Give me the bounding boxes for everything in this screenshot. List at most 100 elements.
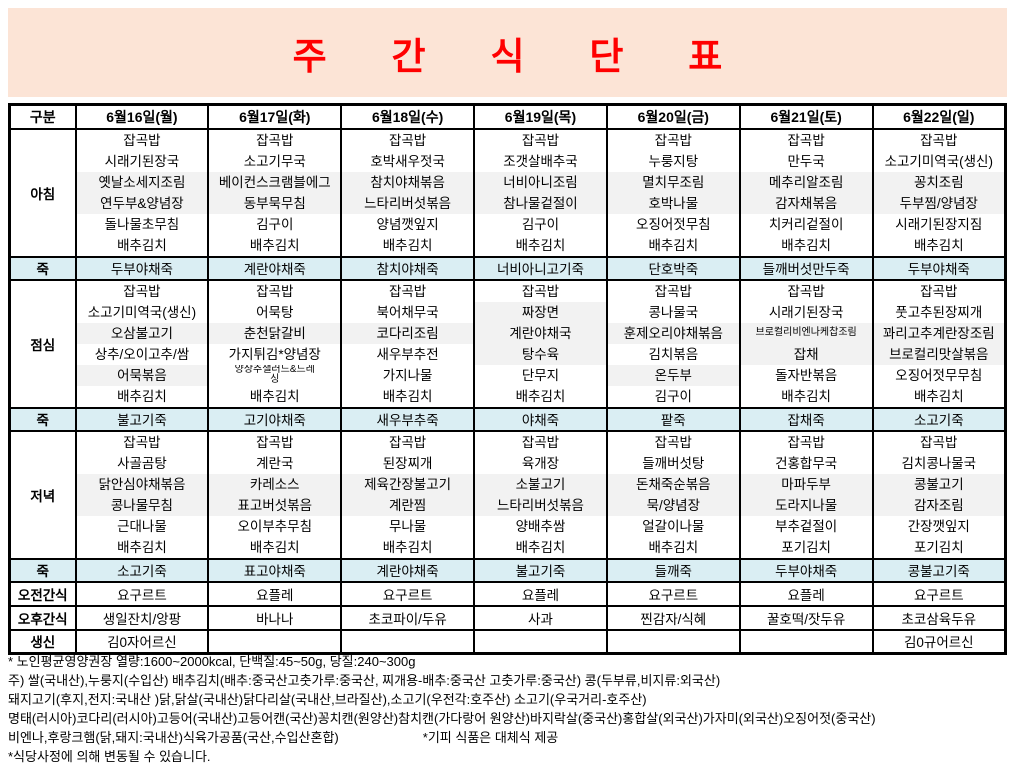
- menu-item: 단무지: [521, 367, 560, 383]
- birthday-cell-day1: 김0자어르신: [74, 628, 210, 655]
- menu-item: 계란야채국: [476, 322, 605, 344]
- porridge-evening-cell-day4: 불고기죽: [473, 557, 608, 583]
- menu-item: 잡곡밥: [123, 132, 161, 148]
- porridge-evening-cell-day2: 표고야채죽: [207, 557, 343, 583]
- afternoon-snack-cell-day1: 생일잔치/앙팡: [74, 604, 210, 631]
- menu-item: 연두부&양념장: [77, 192, 207, 214]
- morning-snack-cell-day1: 요구르트: [74, 580, 210, 607]
- porridge-noon-cell-day1: 불고기죽: [74, 406, 210, 432]
- menu-item: 베이컨스크램블에그: [210, 171, 340, 193]
- menu-item: 잡곡밥: [123, 434, 161, 450]
- menu-item: 참치야채볶음: [343, 171, 473, 193]
- row-label-lunch: 점심: [8, 278, 77, 409]
- dinner-cell-day3: 잡곡밥 된장찌개 제육간장불고기 계란찜 무나물 배추김치: [340, 429, 476, 560]
- menu-item: 잡곡밥: [521, 132, 560, 148]
- menu-item: 짜장면: [476, 301, 605, 323]
- menu-item: 오징어젓무침: [636, 216, 711, 232]
- day-header-2: 6월17일(화): [207, 103, 343, 130]
- menu-item: 참나물겉절이: [476, 192, 605, 214]
- porridge-morning-cell-day3: 참치야채죽: [340, 255, 476, 281]
- menu-item: 들깨버섯탕: [642, 455, 705, 471]
- row-dinner: 저녁 잡곡밥 사골곰탕 닭안심야채볶음 콩나물무침 근대나물 배추김치 잡곡밥 계란국 카레소스 표…: [8, 429, 1007, 560]
- menu-item: 가지나물: [382, 367, 433, 383]
- menu-item: 배추김치: [913, 237, 964, 253]
- menu-item: 김구이: [256, 216, 294, 232]
- menu-item: 치커리겉절이: [768, 216, 844, 232]
- porridge-evening-cell-day1: 소고기죽: [74, 557, 210, 583]
- row-label-breakfast: 아침: [8, 127, 77, 258]
- menu-item: 잡곡밥: [787, 132, 825, 148]
- footnote-line-5: 비엔나,후랑크햄(닭,돼지:국내산)식육가공품(국산,수입산혼합) *기피 식품은…: [8, 728, 1007, 747]
- menu-item: 된장찌개: [382, 455, 433, 471]
- afternoon-snack-cell-day3: 초코파이/두유: [340, 604, 476, 631]
- menu-item: 근대나물: [117, 518, 167, 534]
- menu-item: 만두국: [787, 153, 825, 169]
- menu-item: 감자조림: [874, 494, 1004, 516]
- menu-item: 잡곡밥: [654, 283, 692, 299]
- porridge-evening-cell-day5: 들깨죽: [605, 557, 741, 583]
- breakfast-cell-day2: 잡곡밥 소고기무국 베이컨스크램블에그 동부묵무침 김구이 배추김치: [207, 127, 343, 258]
- row-label-porridge-evening: 죽: [8, 557, 77, 583]
- menu-item: 육개장: [521, 455, 560, 471]
- menu-item: 잡곡밥: [388, 434, 427, 450]
- page-title: 주 간 식 단 표: [292, 33, 749, 78]
- morning-snack-cell-day5: 요구르트: [605, 580, 741, 607]
- menu-item: 닭안심야채볶음: [77, 473, 207, 495]
- day-header-5: 6월20일(금): [605, 103, 741, 130]
- menu-item: 호박새우젓국: [370, 153, 445, 169]
- menu-item: 누룽지탕: [648, 153, 699, 169]
- menu-item: 사골곰탕: [117, 455, 167, 471]
- menu-item: 코다리조림: [343, 322, 473, 344]
- lunch-cell-day7: 잡곡밥 풋고추된장찌개 꽈리고추계란장조림 브로컬리맛살볶음 오징어젓무무침 배추김치: [871, 278, 1007, 409]
- morning-snack-cell-day7: 요구르트: [871, 580, 1007, 607]
- porridge-noon-cell-day6: 잡채죽: [738, 406, 874, 432]
- menu-item: 가지튀김*양념장: [228, 346, 321, 362]
- menu-item: 배추김치: [515, 539, 566, 555]
- footnote-right-text: *기피 식품은 대체식 제공: [422, 730, 559, 745]
- porridge-evening-cell-day7: 콩불고기죽: [871, 557, 1007, 583]
- day-header-3: 6월18일(수): [340, 103, 476, 130]
- menu-item: 배추김치: [515, 388, 566, 404]
- lunch-cell-day6: 잡곡밥 시래기된장국 브로컬리비엔나케찹조림 잡채 돌자반볶음 배추김치: [738, 278, 874, 409]
- menu-item: 어묵볶음: [77, 364, 207, 386]
- morning-snack-cell-day2: 요플레: [207, 580, 343, 607]
- menu-item: 돈채죽순볶음: [608, 473, 738, 495]
- menu-item: 도라지나물: [741, 494, 871, 516]
- menu-item: 배추김치: [382, 237, 433, 253]
- menu-item: 느타리버섯볶음: [476, 494, 605, 516]
- menu-item: 동부묵무침: [210, 192, 340, 214]
- menu-item: 김구이: [521, 216, 560, 232]
- porridge-noon-cell-day4: 야채죽: [473, 406, 608, 432]
- menu-item: 계란찜: [343, 494, 473, 516]
- menu-item: 소불고기: [476, 473, 605, 495]
- menu-item: 제육간장불고기: [343, 473, 473, 495]
- footnote-line-2: 주) 쌀(국내산),누룽지(수입산) 배추김치(배추:중국산고춧가루:중국산, …: [8, 671, 1007, 690]
- menu-item: 풋고추된장찌개: [895, 304, 983, 320]
- menu-item: 잡곡밥: [787, 434, 825, 450]
- dinner-cell-day5: 잡곡밥 들깨버섯탕 돈채죽순볶음 묵/양념장 얼갈이나물 배추김치: [605, 429, 741, 560]
- porridge-noon-cell-day2: 고기야채죽: [207, 406, 343, 432]
- menu-item: 간장깻잎지: [907, 518, 970, 534]
- menu-item: 돌자반볶음: [775, 367, 838, 383]
- menu-item: 배추김치: [781, 237, 831, 253]
- footnote-text: * 노인평균영양권장 열량:1600~2000kcal, 단백질:45~50g,…: [8, 654, 416, 669]
- porridge-morning-cell-day4: 너비아니고기죽: [473, 255, 608, 281]
- menu-item: 포기김치: [781, 539, 831, 555]
- dinner-cell-day1: 잡곡밥 사골곰탕 닭안심야채볶음 콩나물무침 근대나물 배추김치: [74, 429, 210, 560]
- dinner-cell-day7: 잡곡밥 김치콩나물국 콩불고기 감자조림 간장깻잎지 포기김치: [871, 429, 1007, 560]
- afternoon-snack-cell-day6: 꿀호떡/잣두유: [738, 604, 874, 631]
- breakfast-cell-day1: 잡곡밥 시래기된장국 옛날소세지조림 연두부&양념장 돌나물초무침 배추김치: [74, 127, 210, 258]
- menu-item: 잡곡밥: [388, 132, 427, 148]
- menu-item: 콩나물무침: [77, 494, 207, 516]
- menu-item: 탕수육: [476, 343, 605, 365]
- menu-item: 배추김치: [117, 388, 167, 404]
- menu-item: 옛날소세지조림: [77, 171, 207, 193]
- lunch-cell-day3: 잡곡밥 북어채무국 코다리조림 새우부추전 가지나물 배추김치: [340, 278, 476, 409]
- menu-item: 잡곡밥: [256, 434, 294, 450]
- footnote-text: 돼지고기(후지,전지:국내산 )닭,닭살(국내산)닭다리살(국내산,브라질산),…: [8, 692, 647, 707]
- menu-item: 돌나물초무침: [104, 216, 180, 232]
- menu-item: 양념깻잎지: [376, 216, 439, 232]
- footnotes: * 노인평균영양권장 열량:1600~2000kcal, 단백질:45~50g,…: [8, 652, 1007, 766]
- morning-snack-cell-day4: 요플레: [473, 580, 608, 607]
